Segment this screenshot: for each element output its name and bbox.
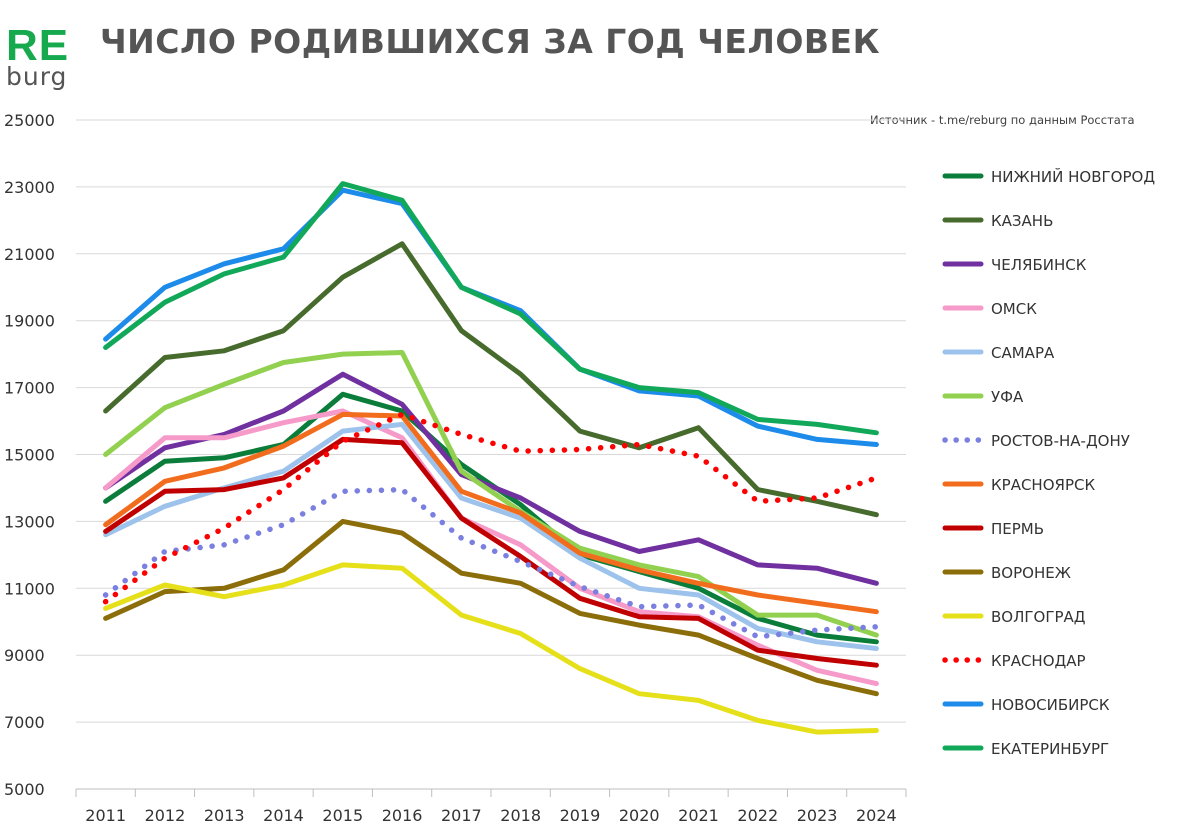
series-line-8 bbox=[103, 411, 879, 615]
y-tick-label: 23000 bbox=[4, 178, 55, 197]
x-tick-label: 2020 bbox=[619, 806, 660, 825]
legend-label: ЕКАТЕРИНБУРГ bbox=[991, 740, 1109, 758]
x-tick-label: 2021 bbox=[678, 806, 719, 825]
legend-label: КРАСНОЯРСК bbox=[991, 476, 1095, 494]
legend-label: РОСТОВ-НА-ДОНУ bbox=[991, 432, 1130, 450]
series-line-11 bbox=[103, 562, 879, 735]
series-lines bbox=[102, 181, 880, 735]
legend: НИЖНИЙ НОВГОРОД КАЗАНЬ ЧЕЛЯБИНСК ОМСК САМАРА… bbox=[942, 167, 1155, 758]
legend-label: ЧЕЛЯБИНСК bbox=[991, 256, 1087, 274]
y-tick-label: 17000 bbox=[4, 379, 55, 398]
x-axis: 2011 2012 2013 2014 2015 2016 2017 2018 2019 2020… bbox=[75, 788, 907, 825]
x-tick-label: 2019 bbox=[560, 806, 601, 825]
y-tick-label: 13000 bbox=[4, 512, 55, 531]
series-line-12 bbox=[102, 411, 880, 605]
x-tick-label: 2017 bbox=[441, 806, 482, 825]
x-tick-label: 2012 bbox=[145, 806, 186, 825]
y-tick-label: 7000 bbox=[4, 713, 45, 732]
legend-label: ПЕРМЬ bbox=[991, 520, 1044, 538]
y-tick-label: 25000 bbox=[4, 111, 55, 130]
logo-re-text: RE bbox=[6, 21, 70, 70]
x-tick-label: 2022 bbox=[737, 806, 778, 825]
legend-label: НИЖНИЙ НОВГОРОД bbox=[991, 167, 1155, 186]
series-line-10 bbox=[103, 518, 879, 697]
legend-label: КРАСНОДАР bbox=[991, 652, 1086, 670]
logo-burg-text: burg bbox=[6, 62, 68, 91]
y-tick-label: 15000 bbox=[4, 446, 55, 465]
y-tick-label: 9000 bbox=[4, 646, 45, 665]
y-tick-label: 19000 bbox=[4, 312, 55, 331]
legend-label: САМАРА bbox=[991, 344, 1055, 362]
y-tick-label: 21000 bbox=[4, 245, 55, 264]
legend-label: ВОРОНЕЖ bbox=[991, 564, 1071, 582]
series-line-7 bbox=[102, 486, 880, 640]
x-tick-label: 2024 bbox=[856, 806, 897, 825]
legend-label: ОМСК bbox=[991, 300, 1037, 318]
source-note: Источник - t.me/reburg по данным Росстат… bbox=[870, 113, 1135, 127]
x-tick-label: 2023 bbox=[797, 806, 838, 825]
x-tick-label: 2018 bbox=[500, 806, 541, 825]
series-line-9 bbox=[103, 436, 879, 668]
x-tick-label: 2015 bbox=[322, 806, 363, 825]
series-line-3 bbox=[103, 371, 879, 586]
series-line-4 bbox=[103, 408, 879, 687]
series-line-2 bbox=[103, 241, 879, 518]
x-tick-label: 2011 bbox=[85, 806, 126, 825]
chart-title: ЧИСЛО РОДИВШИХСЯ ЗА ГОД ЧЕЛОВЕК bbox=[100, 22, 881, 61]
series-line-13 bbox=[103, 187, 879, 447]
y-axis-ticks: 5000 7000 9000 11000 13000 15000 17000 19000 210… bbox=[4, 111, 55, 799]
y-tick-label: 5000 bbox=[4, 780, 45, 799]
x-tick-label: 2016 bbox=[382, 806, 423, 825]
legend-label: КАЗАНЬ bbox=[991, 212, 1053, 230]
legend-label: НОВОСИБИРСК bbox=[991, 696, 1110, 714]
series-line-6 bbox=[103, 350, 879, 638]
legend-label: УФА bbox=[991, 388, 1024, 406]
reburg-logo: RE burg bbox=[6, 21, 70, 91]
series-line-1 bbox=[103, 391, 879, 645]
legend-label: ВОЛГОГРАД bbox=[991, 608, 1086, 626]
x-tick-label: 2013 bbox=[204, 806, 245, 825]
series-line-14 bbox=[103, 181, 879, 436]
x-tick-label: 2014 bbox=[263, 806, 304, 825]
y-tick-label: 11000 bbox=[4, 579, 55, 598]
